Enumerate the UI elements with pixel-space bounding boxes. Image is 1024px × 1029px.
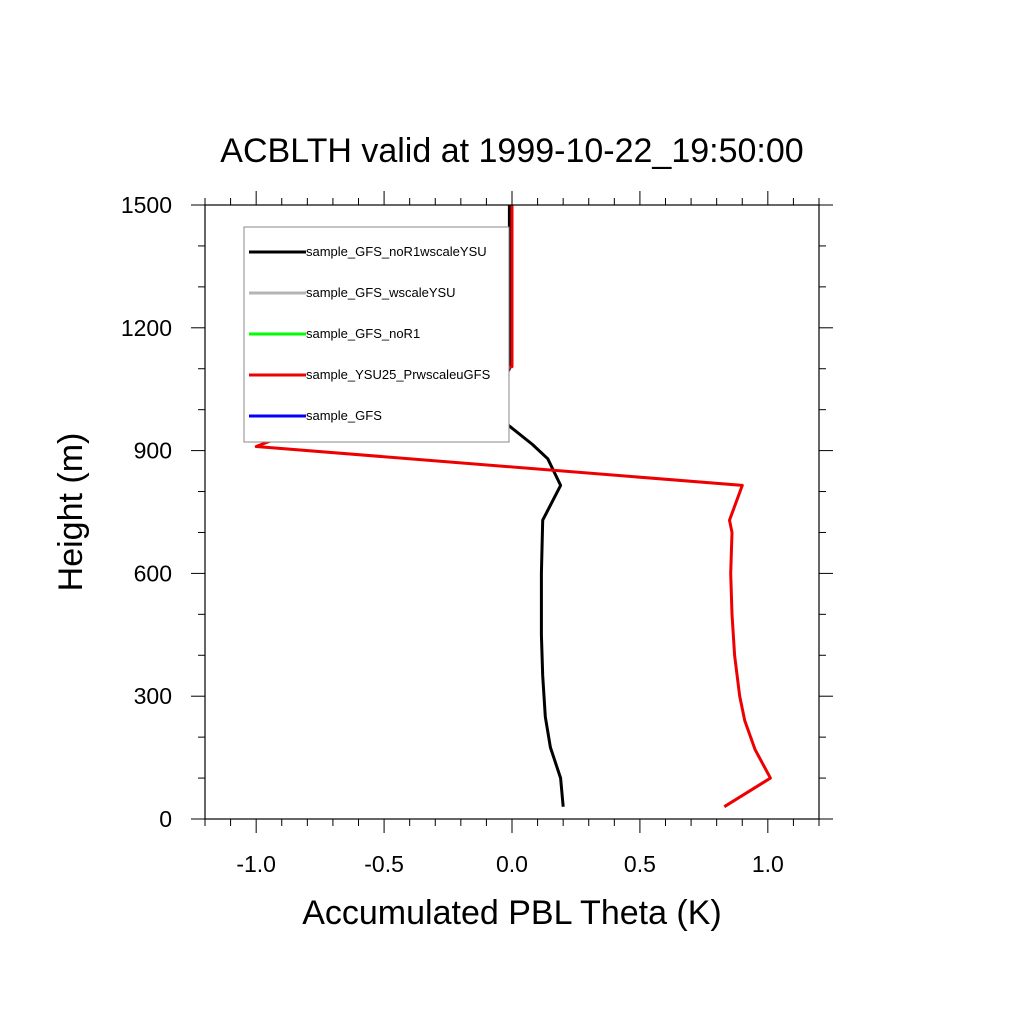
x-tick-label: -1.0 xyxy=(236,851,276,877)
legend-label: sample_YSU25_PrwscaleuGFS xyxy=(306,367,491,382)
y-tick-label: 600 xyxy=(134,560,172,586)
legend-label: sample_GFS_noR1wscaleYSU xyxy=(306,244,487,259)
y-tick-label: 0 xyxy=(159,806,172,832)
legend-label: sample_GFS_wscaleYSU xyxy=(306,285,456,300)
y-tick-label: 1500 xyxy=(121,192,172,218)
y-tick-label: 900 xyxy=(134,438,172,464)
chart-title: ACBLTH valid at 1999-10-22_19:50:00 xyxy=(220,132,803,170)
legend-label: sample_GFS xyxy=(306,408,382,423)
y-tick-label: 300 xyxy=(134,683,172,709)
x-axis-title: Accumulated PBL Theta (K) xyxy=(302,894,722,932)
x-tick-label: 0.0 xyxy=(496,851,528,877)
plot-frame xyxy=(204,204,820,820)
y-tick-label: 1200 xyxy=(121,315,172,341)
legend: sample_GFS_noR1wscaleYSU sample_GFS_wscal… xyxy=(243,226,510,443)
x-tick-label: 1.0 xyxy=(752,851,784,877)
x-tick-label: -0.5 xyxy=(364,851,404,877)
y-axis-title: Height (m) xyxy=(52,433,90,592)
legend-label: sample_GFS_noR1 xyxy=(306,326,420,341)
axis-ticks: -1.0 -0.5 0.0 0.5 1.0 0 300 600 900 1200 1500 xyxy=(121,191,833,877)
x-tick-label: 0.5 xyxy=(624,851,656,877)
series-line-3 xyxy=(254,205,772,808)
